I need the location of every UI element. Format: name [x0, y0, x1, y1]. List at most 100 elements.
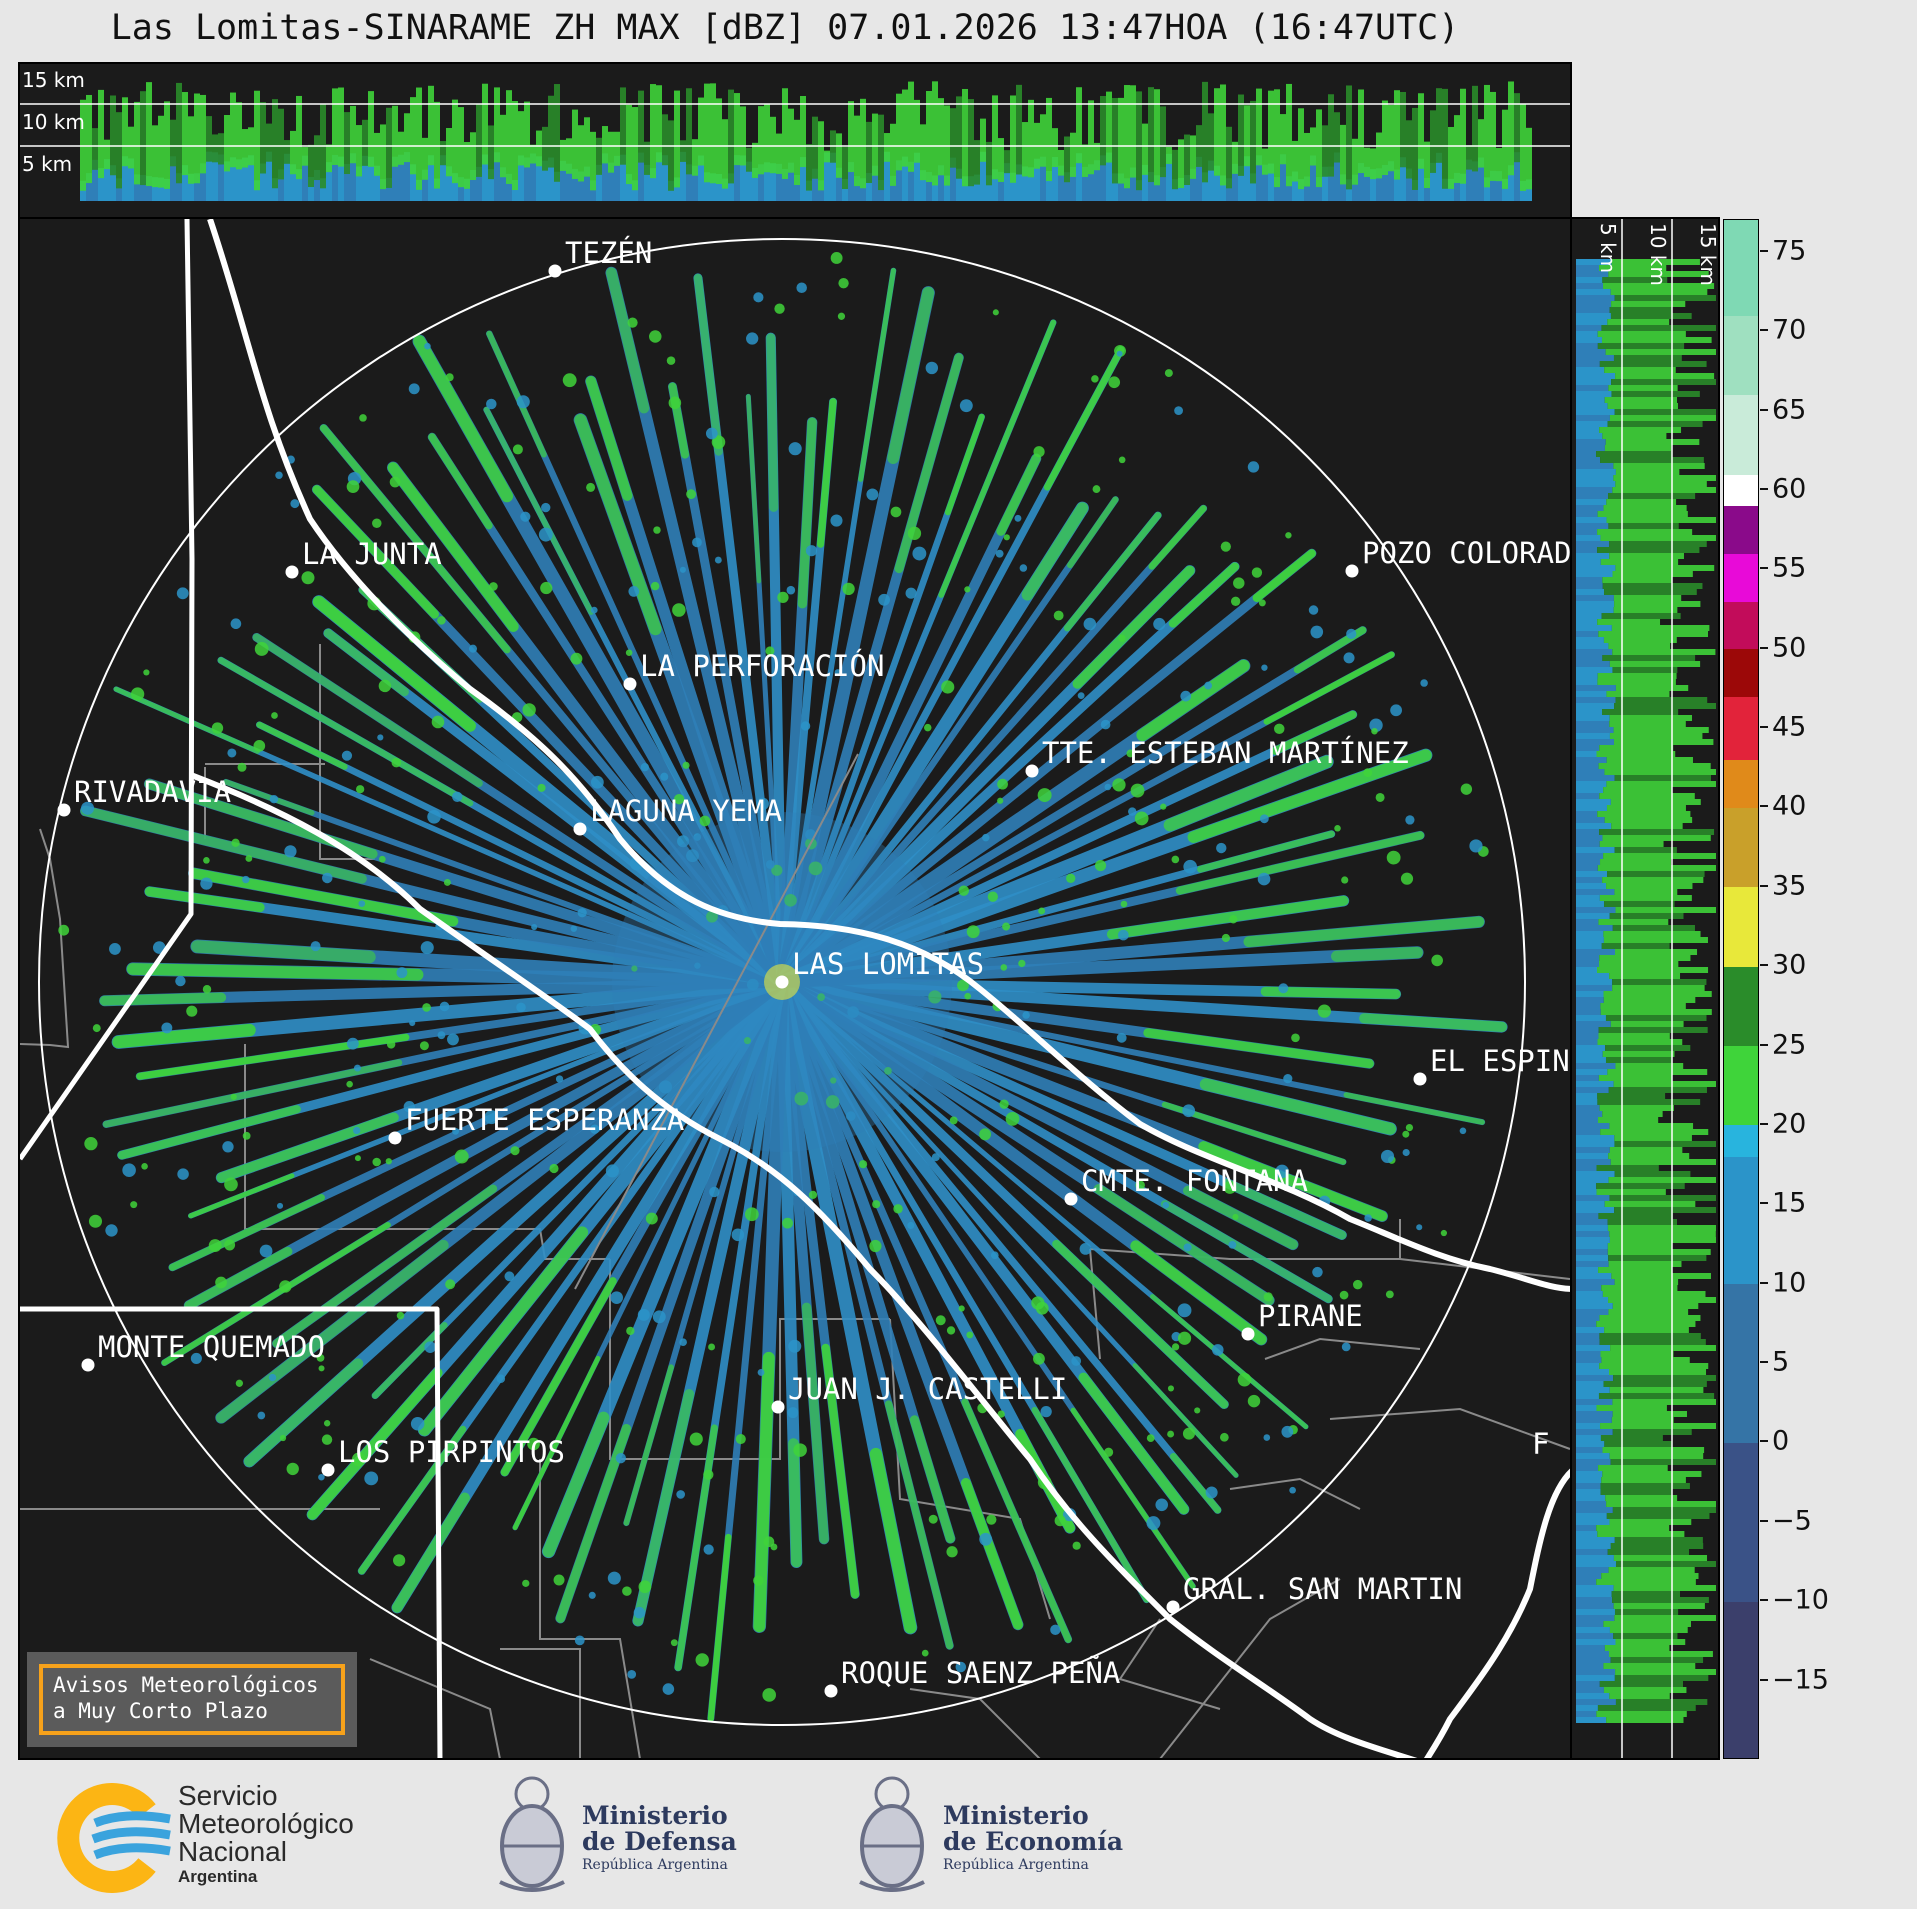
colorbar-segment — [1724, 1124, 1758, 1158]
side-echo-cell-low — [1576, 1147, 1610, 1153]
echo-speckle — [893, 1204, 903, 1214]
colorbar-tick-label: 0 — [1772, 1425, 1790, 1457]
side-echo-cell-high — [1612, 1507, 1716, 1513]
side-echo-cell-low — [1576, 1483, 1601, 1489]
side-echo-cell-high — [1600, 559, 1679, 565]
colorbar-tick — [1760, 567, 1768, 570]
place-marker[interactable]: GRAL. SAN MARTIN — [1166, 1572, 1463, 1614]
echo-speckle — [1405, 1123, 1414, 1132]
place-marker[interactable]: CMTE. FONTANA — [1064, 1164, 1308, 1206]
echo-speckle — [1251, 567, 1263, 578]
colorbar-tick-label: 60 — [1772, 473, 1807, 505]
echo-speckle — [1353, 1279, 1363, 1290]
place-marker[interactable]: LAGUNA YEMA — [573, 794, 783, 836]
side-echo-cell-high — [1610, 1657, 1704, 1663]
echo-ray-fragment — [1222, 1178, 1347, 1240]
place-marker[interactable]: LAS LOMITAS — [775, 947, 985, 989]
top-echo-cell-low — [920, 170, 926, 201]
place-marker[interactable]: ROQUE SAENZ PEÑA — [824, 1656, 1121, 1698]
top-echo-cell-low — [1178, 177, 1184, 201]
colorbar-tick — [1760, 408, 1768, 411]
echo-ray-fragment — [323, 628, 409, 697]
echo-speckle — [424, 342, 431, 350]
echo-speckle — [527, 1437, 540, 1451]
top-echo-cell-low — [1208, 160, 1214, 201]
place-marker[interactable]: MONTE QUEMADO — [81, 1330, 325, 1372]
echo-ray-fragment — [788, 1438, 802, 1568]
echo-speckle — [890, 506, 902, 518]
top-echo-cell-high — [872, 113, 878, 176]
short-term-warnings-box[interactable]: Avisos Meteorológicos a Muy Corto Plazo — [27, 1652, 357, 1747]
side-echo-cell-low — [1576, 697, 1616, 703]
place-marker[interactable]: RIVADAVIA — [57, 775, 232, 817]
top-echo-cell-high — [152, 125, 158, 188]
echo-ray-fragment — [252, 633, 483, 788]
place-marker[interactable]: FUERTE ESPERANZA — [388, 1103, 685, 1145]
side-echo-cell-high — [1608, 1177, 1716, 1183]
echo-speckle — [396, 967, 408, 979]
colorbar — [1723, 219, 1759, 1759]
echo-speckle — [677, 835, 690, 848]
place-marker[interactable]: POZO COLORAD — [1345, 536, 1572, 578]
top-echo-cell-high — [590, 131, 596, 191]
top-height-label-5: 5 km — [22, 152, 73, 176]
echo-speckle — [279, 1280, 292, 1293]
economia-coat-of-arms-icon — [859, 1776, 925, 1892]
echo-speckle — [58, 924, 70, 936]
top-echo-cell-low — [1082, 166, 1088, 201]
top-echo-cell-high — [1148, 87, 1154, 183]
top-echo-cell-high — [194, 93, 200, 184]
echo-speckle — [253, 740, 266, 752]
place-marker[interactable]: TEZÉN — [548, 236, 653, 278]
top-echo-cell-high — [968, 99, 974, 187]
top-echo-cell-low — [740, 155, 746, 201]
side-echo-cell-low — [1576, 1069, 1608, 1075]
echo-ray-fragment — [168, 1194, 325, 1271]
echo-speckle — [627, 317, 638, 328]
side-echo-cell-low — [1576, 1525, 1597, 1531]
place-marker[interactable]: JUAN J. CASTELLI — [771, 1372, 1068, 1414]
echo-ray-fragment — [1161, 1101, 1347, 1165]
side-echo-cell-high — [1613, 1585, 1716, 1591]
top-echo-cell-low — [584, 166, 590, 201]
side-echo-cell-low — [1576, 1351, 1601, 1357]
place-marker[interactable]: TTE. ESTEBAN MARTÍNEZ — [1025, 736, 1409, 778]
top-echo-cell-low — [140, 175, 146, 201]
top-echo-cell-low — [668, 180, 674, 201]
echo-speckle — [705, 427, 718, 440]
top-echo-cell-low — [818, 180, 824, 201]
top-echo-cell-low — [536, 156, 542, 201]
side-echo-cell-high — [1599, 1333, 1701, 1339]
place-marker[interactable]: LA PERFORACIÓN — [623, 649, 885, 691]
side-echo-cell-low — [1576, 739, 1614, 745]
county-border — [1229, 1477, 1361, 1510]
echo-speckle — [847, 1006, 859, 1018]
side-echo-cell-low — [1576, 1141, 1615, 1147]
top-echo-cell-high — [986, 141, 992, 186]
place-marker[interactable]: EL ESPIN — [1413, 1044, 1570, 1086]
top-echo-cell-low — [1202, 172, 1208, 201]
top-echo-cell-high — [1088, 100, 1094, 175]
echo-speckle — [615, 1452, 627, 1464]
place-label: LAS LOMITAS — [792, 947, 984, 981]
side-echo-cell-low — [1576, 907, 1616, 913]
echo-speckle — [1164, 369, 1173, 378]
echo-speckle — [486, 398, 497, 410]
side-echo-cell-high — [1596, 1183, 1685, 1189]
top-echo-cell-high — [776, 133, 782, 174]
side-echo-cell-low — [1576, 559, 1601, 565]
place-marker[interactable]: PIRANE — [1241, 1299, 1363, 1341]
top-echo-cell-low — [1274, 177, 1280, 201]
place-marker[interactable]: LA JUNTA — [285, 537, 442, 579]
radar-map-panel[interactable]: TEZÉN LA JUNTA POZO COLORAD LA PERFORACIÓN T… — [18, 217, 1572, 1760]
top-echo-cell-high — [188, 116, 194, 184]
echo-speckle — [586, 482, 596, 492]
top-echo-cell-high — [446, 127, 452, 177]
side-echo-cell-high — [1609, 1627, 1688, 1633]
place-marker[interactable]: F — [1532, 1427, 1549, 1461]
top-echo-cell-low — [644, 164, 650, 201]
echo-speckle — [1066, 873, 1076, 883]
top-height-label-10: 10 km — [22, 110, 85, 134]
notice-line-2: a Muy Corto Plazo — [53, 1699, 268, 1723]
place-marker[interactable]: LOS PIRPINTOS — [321, 1435, 565, 1477]
